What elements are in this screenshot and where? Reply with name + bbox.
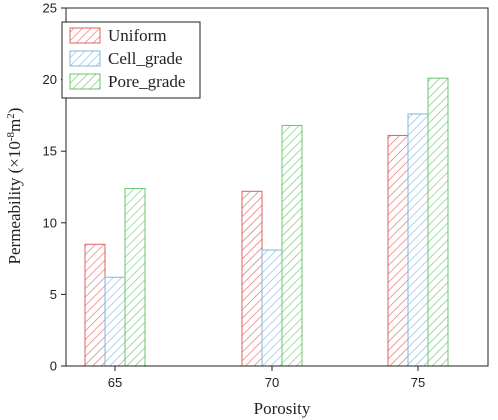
x-tick-label: 65 bbox=[108, 375, 122, 390]
legend-swatch-cell-grade bbox=[69, 50, 101, 67]
legend-label-pore-grade: Pore_grade bbox=[108, 72, 185, 91]
bar-pore-grade-70 bbox=[281, 124, 303, 367]
legend: Uniform Cell_grade Pore_grade bbox=[61, 21, 201, 99]
y-axis-title-unit: m bbox=[5, 119, 24, 132]
legend-label-uniform: Uniform bbox=[108, 26, 167, 45]
y-tick-label: 15 bbox=[43, 144, 57, 159]
bar-uniform-65 bbox=[84, 243, 106, 367]
y-axis-title-exp: -8 bbox=[5, 131, 17, 141]
bar-cell-grade-75 bbox=[407, 113, 429, 367]
y-axis-title-close: ) bbox=[5, 108, 24, 114]
plot-frame bbox=[65, 7, 489, 367]
legend-swatch-uniform bbox=[69, 27, 101, 44]
y-tick-label: 0 bbox=[50, 359, 57, 374]
bar-uniform-70 bbox=[241, 190, 263, 367]
bar-pore-grade-65 bbox=[124, 187, 146, 367]
bar-pore-grade-75 bbox=[427, 77, 449, 367]
y-axis-title: Permeability (×10-8m2) bbox=[5, 108, 24, 265]
axes-layer: 0 5 10 15 20 25 65 70 75 bbox=[43, 1, 489, 390]
y-tick-label: 10 bbox=[43, 215, 57, 230]
y-axis-title-main: Permeability (×10 bbox=[5, 141, 24, 264]
bar-uniform-75 bbox=[387, 134, 409, 367]
bar-cell-grade-65 bbox=[104, 276, 126, 367]
x-tick-label: 75 bbox=[411, 375, 425, 390]
legend-swatch-pore-grade bbox=[69, 73, 101, 90]
legend-label-cell-grade: Cell_grade bbox=[108, 49, 183, 68]
x-tick-label: 70 bbox=[265, 375, 279, 390]
y-axis-title-unit-exp: 2 bbox=[5, 113, 17, 119]
bars-layer bbox=[84, 77, 449, 367]
y-tick-label: 20 bbox=[43, 72, 57, 87]
y-tick-label: 25 bbox=[43, 1, 57, 16]
y-tick-label: 5 bbox=[50, 287, 57, 302]
x-axis-title: Porosity bbox=[254, 399, 311, 418]
bar-cell-grade-70 bbox=[261, 249, 283, 367]
